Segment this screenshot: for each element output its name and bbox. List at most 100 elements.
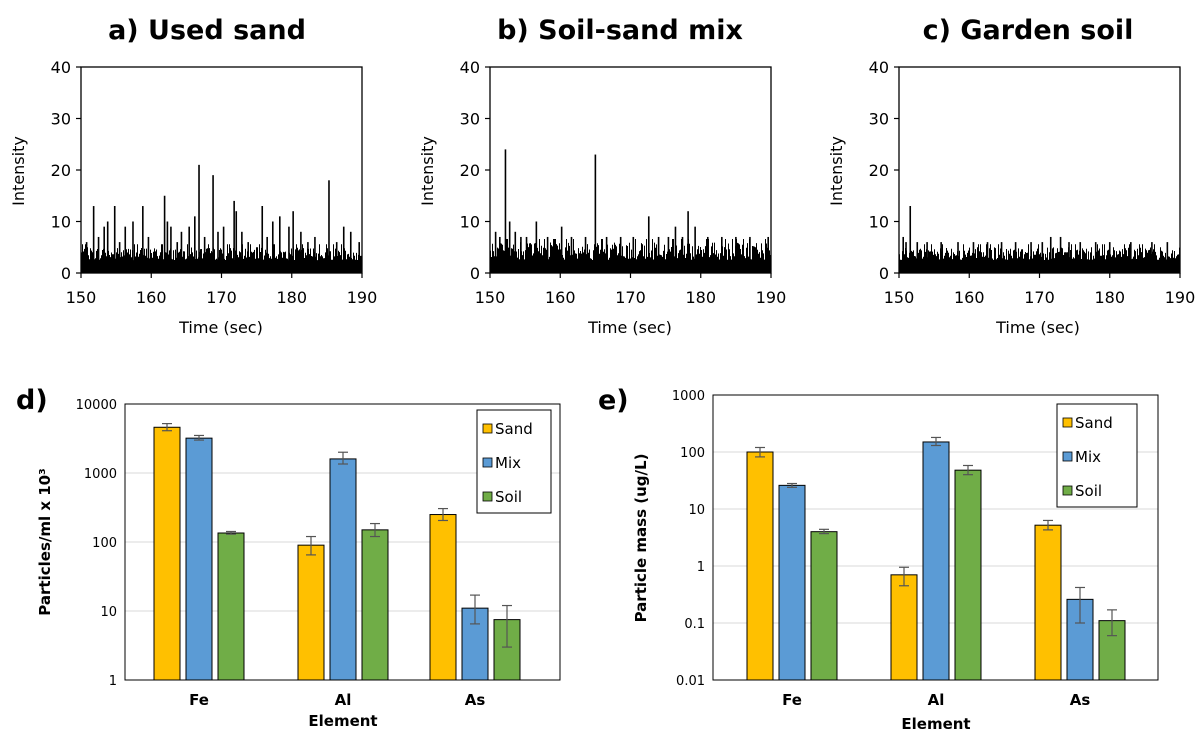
y-tick-label: 10 xyxy=(100,605,117,620)
y-tick-label: 0 xyxy=(61,264,71,283)
y-tick-label: 40 xyxy=(869,58,889,77)
y-tick-label: 10000 xyxy=(76,398,117,413)
panel-a-used-sand: a) Used sand Time (sec) Intensity 0 10 20 3… xyxy=(9,15,377,337)
legend-label-sand: Sand xyxy=(495,420,533,438)
y-tick-label: 10 xyxy=(869,213,889,232)
legend-swatch-mix xyxy=(482,457,493,468)
panel-e-y-axis-label: Particle mass (ug/L) xyxy=(632,454,650,623)
y-tick-label: 10 xyxy=(460,213,480,232)
panel-c-y-axis-label: Intensity xyxy=(827,136,846,206)
bar-mix-al xyxy=(329,458,357,681)
x-tick-label: 190 xyxy=(1165,288,1196,307)
y-tick-label: 30 xyxy=(460,110,480,129)
x-tick-label: 150 xyxy=(66,288,97,307)
panel-c-x-axis-label: Time (sec) xyxy=(995,318,1080,337)
plot-frame xyxy=(80,66,363,274)
y-tick-label: 10 xyxy=(688,503,705,518)
y-tick-label: 1 xyxy=(109,674,117,689)
category-label: Al xyxy=(335,691,352,709)
plot-frame xyxy=(489,66,772,274)
bar-soil-al xyxy=(361,529,389,681)
category-label: As xyxy=(465,691,486,709)
y-tick-label: 30 xyxy=(51,110,71,129)
bar-mix-al xyxy=(922,441,950,681)
x-tick-label: 180 xyxy=(1094,288,1125,307)
x-tick-label: 160 xyxy=(136,288,167,307)
panel-d-label: d) xyxy=(16,385,48,416)
category-label: Fe xyxy=(782,691,802,709)
y-tick-label: 10 xyxy=(51,213,71,232)
bar-soil-fe xyxy=(217,532,245,681)
y-tick-label: 20 xyxy=(51,161,71,180)
legend-swatch-sand xyxy=(1062,417,1073,428)
panel-e-particle-mass: e) Element Particle mass (ug/L) 0.01 0.1 1… xyxy=(598,385,1159,731)
y-tick-label: 100 xyxy=(92,536,117,551)
category-label: Fe xyxy=(189,691,209,709)
x-tick-label: 160 xyxy=(545,288,576,307)
panel-d-x-axis-label: Element xyxy=(308,712,377,730)
panel-b-x-axis-label: Time (sec) xyxy=(587,318,672,337)
bar-sand-al xyxy=(297,544,325,681)
bar-sand-as xyxy=(429,514,457,681)
y-tick-label: 0.01 xyxy=(676,674,705,689)
y-tick-label: 40 xyxy=(460,58,480,77)
legend-swatch-soil xyxy=(482,491,493,502)
panel-d-particle-counts: d) Element Particles/ml x 10³ 1 10 100 1000… xyxy=(16,385,561,730)
legend-swatch-sand xyxy=(482,423,493,434)
legend-label-sand: Sand xyxy=(1075,414,1113,432)
panel-c-garden-soil: c) Garden soil Time (sec) Intensity 0 10 2… xyxy=(827,15,1195,337)
category-label: As xyxy=(1070,691,1091,709)
panel-a-y-axis-label: Intensity xyxy=(9,136,28,206)
panel-d-y-axis-label: Particles/ml x 10³ xyxy=(36,468,54,615)
legend-swatch-soil xyxy=(1062,485,1073,496)
y-tick-label: 1 xyxy=(697,560,705,575)
x-tick-label: 180 xyxy=(685,288,716,307)
y-tick-label: 0 xyxy=(470,264,480,283)
y-tick-label: 20 xyxy=(869,161,889,180)
legend-label-soil: Soil xyxy=(1075,482,1102,500)
panel-c-title: c) Garden soil xyxy=(923,15,1134,46)
x-tick-label: 150 xyxy=(884,288,915,307)
bar-mix-fe xyxy=(778,484,806,681)
y-tick-label: 40 xyxy=(51,58,71,77)
x-tick-label: 180 xyxy=(276,288,307,307)
panel-b-y-axis-label: Intensity xyxy=(418,136,437,206)
panel-a-x-axis-label: Time (sec) xyxy=(178,318,263,337)
plot-frame xyxy=(124,403,561,681)
panel-b-soil-sand-mix: b) Soil-sand mix Time (sec) Intensity 0 1… xyxy=(418,15,786,337)
panel-b-title: b) Soil-sand mix xyxy=(497,15,743,46)
plot-frame xyxy=(712,394,1159,681)
x-tick-label: 160 xyxy=(954,288,985,307)
panel-b-baseline-noise xyxy=(490,239,771,273)
legend-label-mix: Mix xyxy=(1075,448,1101,466)
y-tick-label: 1000 xyxy=(84,467,117,482)
y-tick-label: 30 xyxy=(869,110,889,129)
x-tick-label: 150 xyxy=(475,288,506,307)
panel-e-label: e) xyxy=(598,385,629,416)
panel-e-x-axis-label: Element xyxy=(901,715,970,731)
x-tick-label: 190 xyxy=(756,288,787,307)
bar-sand-al xyxy=(890,574,918,681)
category-label: Al xyxy=(928,691,945,709)
bar-sand-as xyxy=(1034,524,1062,681)
x-tick-label: 190 xyxy=(347,288,378,307)
x-tick-label: 170 xyxy=(615,288,646,307)
bar-mix-fe xyxy=(185,437,213,681)
panel-a-title: a) Used sand xyxy=(108,15,306,46)
bar-soil-fe xyxy=(810,531,838,681)
x-tick-label: 170 xyxy=(1024,288,1055,307)
legend-swatch-mix xyxy=(1062,451,1073,462)
panel-a-baseline-noise xyxy=(81,244,362,273)
y-tick-label: 0.1 xyxy=(684,617,705,632)
bar-sand-fe xyxy=(153,426,181,681)
y-tick-label: 0 xyxy=(879,264,889,283)
y-tick-label: 1000 xyxy=(672,389,705,404)
bar-soil-al xyxy=(954,469,982,681)
y-tick-label: 20 xyxy=(460,161,480,180)
y-tick-label: 100 xyxy=(680,446,705,461)
bar-sand-fe xyxy=(746,451,774,681)
legend-label-mix: Mix xyxy=(495,454,521,472)
x-tick-label: 170 xyxy=(206,288,237,307)
legend-label-soil: Soil xyxy=(495,488,522,506)
